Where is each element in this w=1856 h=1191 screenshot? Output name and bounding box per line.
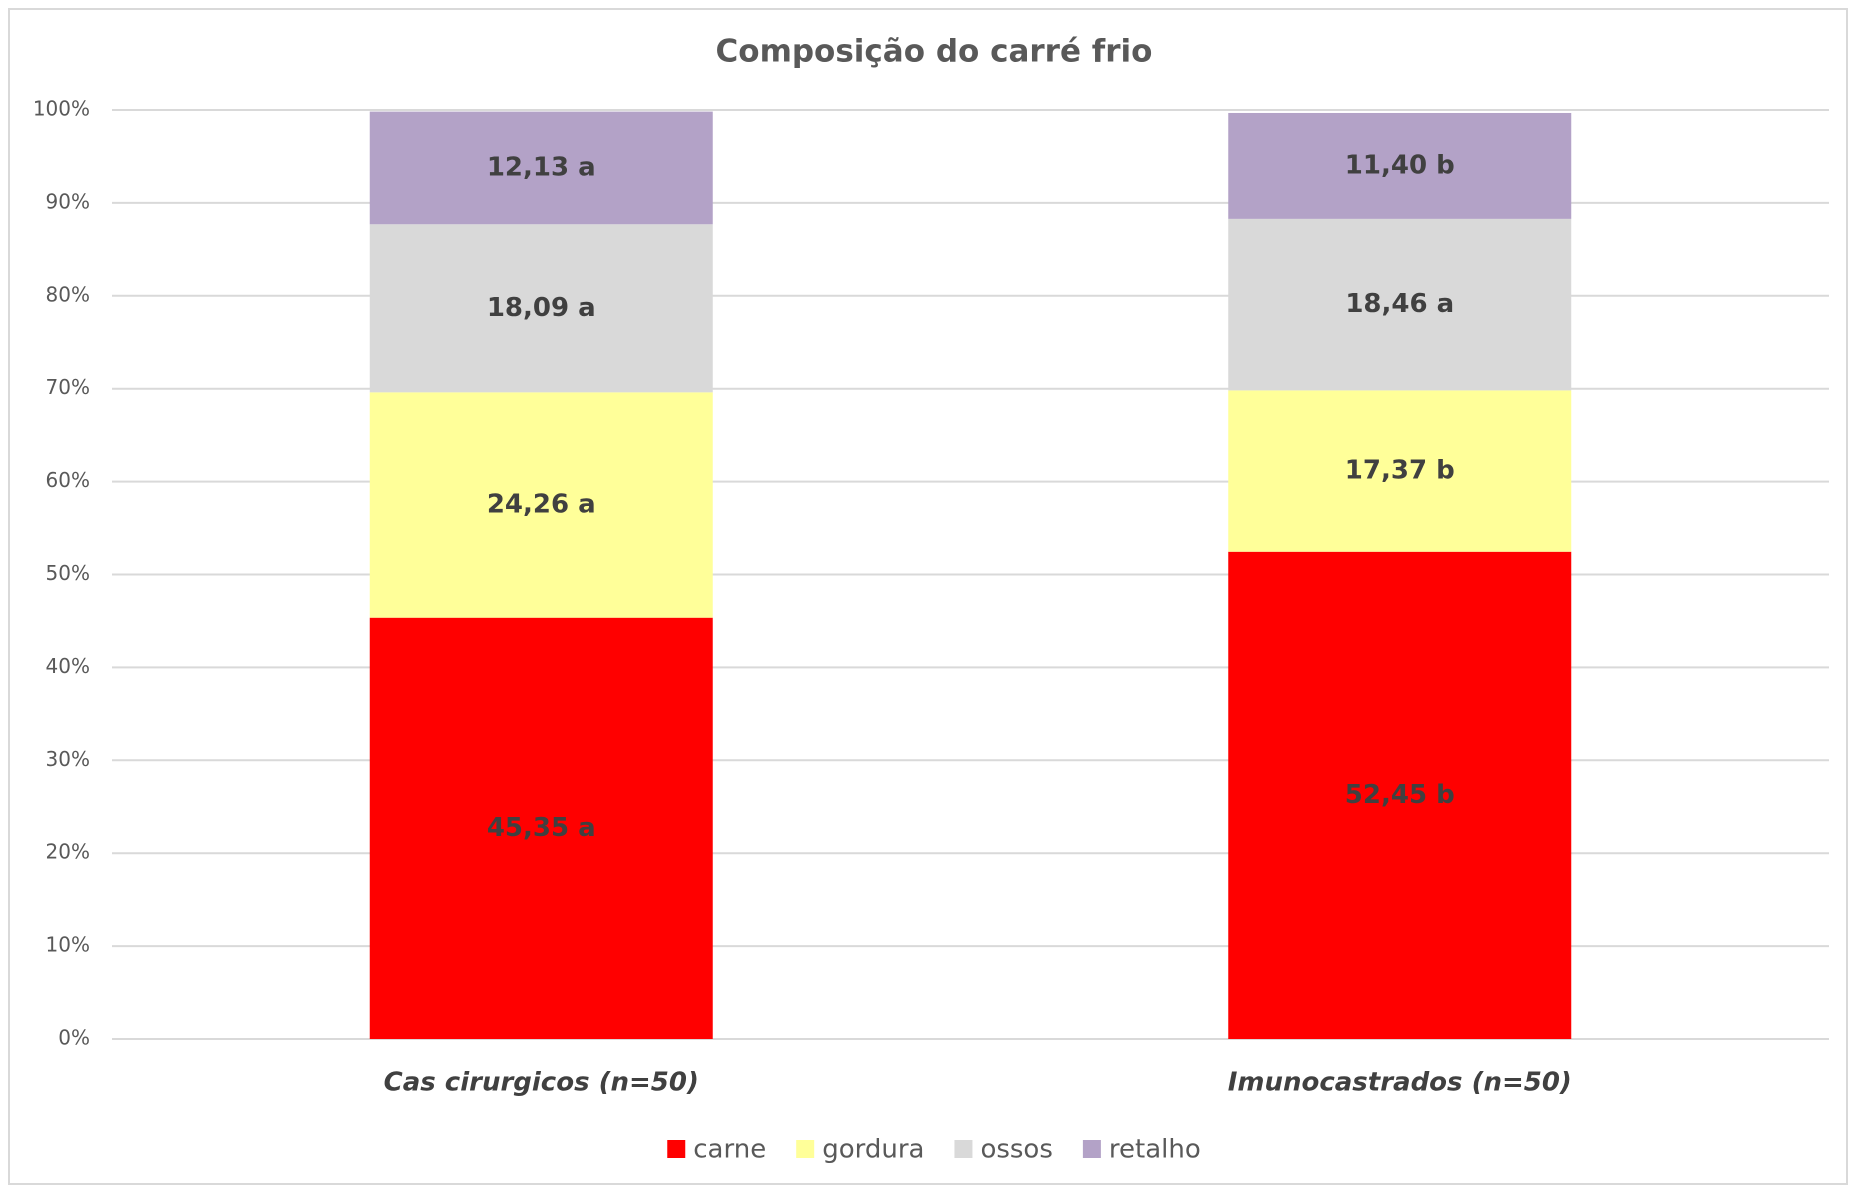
- y-tick-label: 40%: [46, 654, 90, 678]
- bar-segment: [369, 224, 713, 393]
- bar-segment: [1228, 551, 1572, 1039]
- x-tick-label: Cas cirurgicos (n=50): [384, 1068, 699, 1098]
- bar-segment: [1228, 112, 1572, 219]
- y-tick-label: 0%: [58, 1026, 90, 1050]
- y-tick-label: 70%: [46, 375, 90, 399]
- legend-label: retalho: [1109, 1135, 1201, 1165]
- legend-swatch: [796, 1140, 815, 1158]
- bar-segment: [369, 392, 713, 618]
- chart-frame: [8, 8, 1848, 1185]
- bar-segment: [1228, 390, 1572, 552]
- data-label: 12,13 a: [487, 152, 596, 182]
- chart-title: Composição do carré frio: [716, 34, 1153, 70]
- data-label: 45,35 a: [487, 813, 596, 843]
- legend-swatch: [667, 1140, 686, 1158]
- legend-swatch: [1082, 1140, 1101, 1158]
- data-label: 11,40 b: [1345, 150, 1455, 180]
- legend-label: gordura: [822, 1135, 924, 1165]
- legend-label: ossos: [980, 1135, 1052, 1165]
- legend-label: carne: [693, 1135, 766, 1165]
- bar-segment: [1228, 218, 1572, 391]
- data-label: 52,45 b: [1345, 780, 1455, 810]
- y-tick-label: 20%: [46, 840, 90, 864]
- y-tick-label: 90%: [46, 189, 90, 213]
- y-tick-label: 80%: [46, 282, 90, 306]
- data-label: 17,37 b: [1345, 456, 1455, 486]
- data-label: 24,26 a: [487, 490, 596, 520]
- y-tick-label: 10%: [46, 933, 90, 957]
- y-tick-label: 50%: [46, 561, 90, 585]
- data-label: 18,09 a: [487, 293, 596, 323]
- bar-segment: [369, 617, 713, 1039]
- legend-swatch: [954, 1140, 973, 1158]
- y-tick-label: 100%: [33, 97, 90, 121]
- data-label: 18,46 a: [1345, 289, 1454, 319]
- x-tick-label: Imunocastrados (n=50): [1228, 1068, 1572, 1098]
- y-tick-label: 30%: [46, 747, 90, 771]
- y-tick-label: 60%: [46, 468, 90, 492]
- bar-segment: [369, 111, 713, 225]
